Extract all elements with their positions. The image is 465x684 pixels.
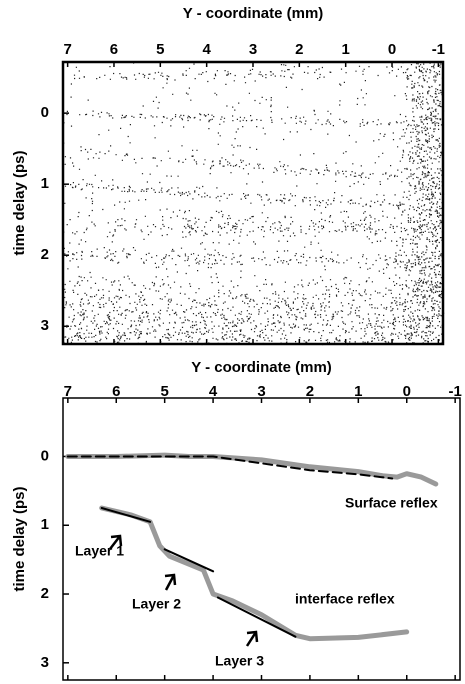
annotation: Layer 3 xyxy=(215,653,264,669)
series-line xyxy=(99,505,410,642)
x-tick-label: 4 xyxy=(209,383,218,400)
x-tick-label: 0 xyxy=(388,41,396,58)
x-tick-label: 0 xyxy=(403,383,411,400)
y-axis-title: time delay (ps) xyxy=(11,150,28,255)
annotation: Layer 2 xyxy=(132,596,181,612)
x-tick-label: 3 xyxy=(249,41,257,58)
plot-frame xyxy=(62,397,461,681)
x-tick-label: -1 xyxy=(432,41,445,58)
x-tick-label: 4 xyxy=(202,41,211,58)
x-tick-label: 5 xyxy=(160,383,168,400)
y-tick-label: 0 xyxy=(41,104,49,121)
x-tick-label: 1 xyxy=(342,41,350,58)
x-tick-label: 6 xyxy=(112,383,120,400)
arrow xyxy=(245,631,258,647)
annotation: interface reflex xyxy=(295,591,395,607)
y-axis-title: time delay (ps) xyxy=(11,486,28,591)
y-tick-label: 1 xyxy=(41,516,49,533)
annotation: Surface reflex xyxy=(345,495,438,511)
x-axis-title: Y - coordinate (mm) xyxy=(191,359,332,376)
x-tick-label: 6 xyxy=(110,41,118,58)
x-tick-label: 2 xyxy=(306,383,314,400)
plot-frame xyxy=(61,60,445,346)
y-tick-label: 3 xyxy=(41,317,49,334)
arrow-head xyxy=(164,573,177,586)
arrow-head xyxy=(246,630,259,643)
x-axis-title: Y - coordinate (mm) xyxy=(183,5,324,22)
series-line xyxy=(66,455,394,480)
speckle-image xyxy=(63,62,445,346)
annotation: Layer 1 xyxy=(75,543,124,559)
y-tick-label: 2 xyxy=(41,585,49,602)
x-tick-label: 2 xyxy=(295,41,303,58)
y-tick-label: 3 xyxy=(41,654,49,671)
series-line xyxy=(65,452,439,487)
x-tick-label: 7 xyxy=(63,41,71,58)
x-tick-label: 1 xyxy=(354,383,362,400)
arrow xyxy=(109,535,121,550)
arrow xyxy=(164,574,176,591)
x-tick-label: 5 xyxy=(156,41,164,58)
x-tick-label: 7 xyxy=(64,383,72,400)
y-tick-label: 0 xyxy=(41,447,49,464)
x-tick-label: -1 xyxy=(448,383,461,400)
arrow-head xyxy=(110,534,123,547)
y-tick-label: 2 xyxy=(41,246,49,263)
x-tick-label: 3 xyxy=(257,383,265,400)
series-line xyxy=(100,507,297,638)
y-tick-label: 1 xyxy=(41,175,49,192)
